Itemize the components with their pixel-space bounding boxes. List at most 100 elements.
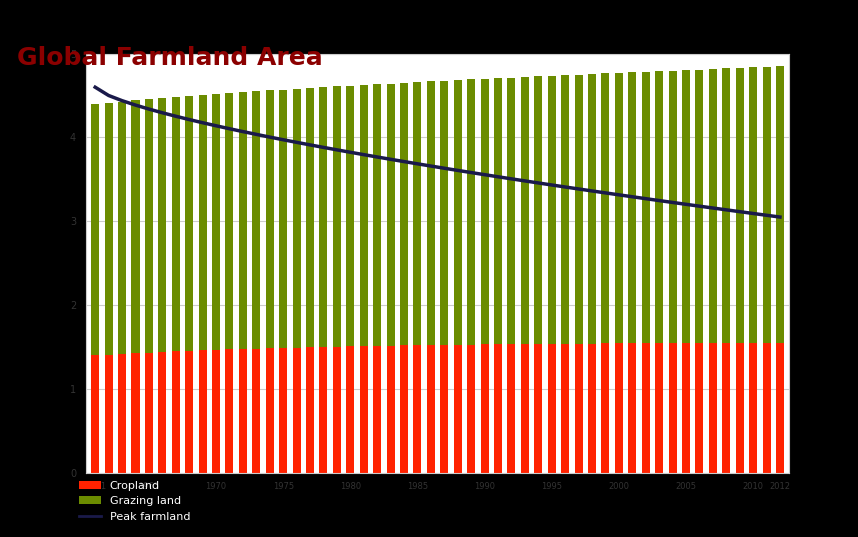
- Bar: [642, 343, 650, 473]
- Bar: [159, 352, 166, 473]
- Bar: [145, 99, 153, 352]
- Bar: [494, 78, 502, 344]
- Bar: [198, 95, 207, 350]
- Bar: [682, 343, 690, 473]
- Bar: [319, 347, 328, 473]
- Bar: [507, 78, 516, 344]
- Bar: [695, 69, 704, 343]
- Bar: [682, 70, 690, 343]
- Bar: [426, 345, 435, 473]
- Bar: [131, 353, 140, 473]
- Bar: [387, 346, 395, 473]
- Bar: [480, 344, 488, 473]
- Bar: [252, 91, 260, 349]
- Bar: [91, 104, 100, 355]
- Bar: [561, 344, 569, 473]
- Bar: [266, 348, 274, 473]
- Bar: [735, 343, 744, 473]
- Bar: [360, 85, 368, 346]
- Bar: [709, 343, 716, 473]
- Bar: [763, 343, 770, 473]
- Bar: [615, 343, 623, 473]
- Legend: Cropland, Grazing land, Peak farmland: Cropland, Grazing land, Peak farmland: [74, 476, 195, 526]
- Bar: [400, 83, 408, 345]
- Bar: [279, 348, 287, 473]
- Bar: [131, 100, 140, 353]
- Bar: [145, 352, 153, 473]
- Bar: [212, 350, 220, 473]
- Bar: [776, 66, 784, 343]
- Bar: [601, 74, 609, 344]
- Bar: [467, 79, 475, 345]
- Bar: [400, 345, 408, 473]
- Bar: [776, 343, 784, 473]
- Bar: [185, 351, 193, 473]
- Bar: [387, 84, 395, 346]
- Bar: [279, 90, 287, 348]
- Bar: [347, 86, 354, 346]
- Bar: [306, 347, 314, 473]
- Bar: [440, 81, 449, 345]
- Bar: [668, 70, 677, 343]
- Bar: [252, 349, 260, 473]
- Bar: [547, 76, 556, 344]
- Bar: [521, 77, 529, 344]
- Bar: [561, 75, 569, 344]
- Bar: [226, 93, 233, 350]
- Bar: [185, 96, 193, 351]
- Bar: [293, 89, 300, 347]
- Bar: [735, 68, 744, 343]
- Bar: [454, 80, 462, 345]
- Bar: [749, 343, 757, 473]
- Bar: [763, 67, 770, 343]
- Bar: [426, 82, 435, 345]
- Bar: [642, 72, 650, 343]
- Bar: [601, 344, 609, 473]
- Bar: [414, 345, 421, 473]
- Bar: [722, 343, 730, 473]
- Bar: [722, 68, 730, 343]
- Bar: [198, 350, 207, 473]
- Bar: [239, 349, 247, 473]
- Bar: [535, 76, 542, 344]
- Bar: [105, 354, 112, 473]
- Bar: [749, 67, 757, 343]
- Bar: [535, 344, 542, 473]
- Bar: [118, 354, 126, 473]
- Bar: [226, 350, 233, 473]
- Bar: [480, 79, 488, 344]
- Bar: [467, 345, 475, 473]
- Bar: [373, 84, 381, 346]
- Bar: [709, 69, 716, 343]
- Bar: [575, 75, 583, 344]
- Bar: [333, 347, 341, 473]
- Bar: [454, 345, 462, 473]
- Bar: [588, 344, 596, 473]
- Bar: [628, 72, 637, 343]
- Bar: [440, 345, 449, 473]
- Bar: [319, 87, 328, 347]
- Bar: [494, 344, 502, 473]
- Bar: [656, 71, 663, 343]
- Bar: [521, 344, 529, 473]
- Bar: [575, 344, 583, 473]
- Bar: [172, 97, 180, 351]
- Bar: [628, 343, 637, 473]
- Bar: [333, 86, 341, 347]
- Bar: [360, 346, 368, 473]
- Bar: [373, 346, 381, 473]
- Bar: [547, 344, 556, 473]
- Bar: [172, 351, 180, 473]
- Text: Global Farmland Area: Global Farmland Area: [17, 46, 323, 70]
- Bar: [118, 101, 126, 354]
- Bar: [695, 343, 704, 473]
- Bar: [212, 94, 220, 350]
- Bar: [615, 73, 623, 343]
- Bar: [293, 347, 300, 473]
- Bar: [668, 343, 677, 473]
- Bar: [91, 355, 100, 473]
- Bar: [414, 82, 421, 345]
- Bar: [306, 88, 314, 347]
- Bar: [347, 346, 354, 473]
- Bar: [105, 103, 112, 354]
